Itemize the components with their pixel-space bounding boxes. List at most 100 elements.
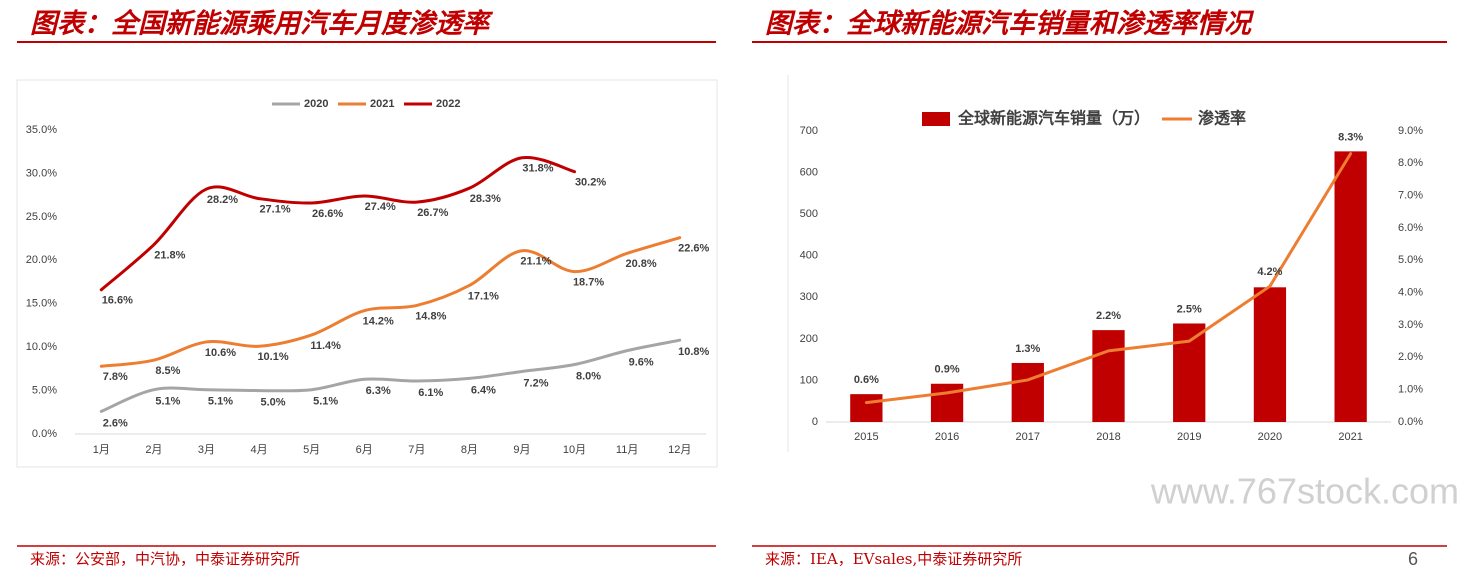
data-label: 8.5% bbox=[155, 365, 180, 377]
bar bbox=[1092, 330, 1125, 422]
x-tick-label: 2月 bbox=[145, 444, 162, 456]
series-line bbox=[99, 338, 682, 413]
data-label: 10.1% bbox=[257, 351, 288, 363]
chart-frame bbox=[16, 79, 718, 468]
x-tick-label: 10月 bbox=[563, 444, 586, 456]
legend-label: 渗透率 bbox=[1198, 109, 1246, 128]
x-tick-label: 5月 bbox=[303, 444, 320, 456]
x-tick-label: 3月 bbox=[198, 444, 215, 456]
chart-title: 图表：全球新能源汽车销量和渗透率情况 bbox=[765, 9, 1255, 40]
data-label: 14.2% bbox=[363, 316, 394, 328]
y2-tick-label: 9.0% bbox=[1398, 125, 1423, 137]
y2-tick-label: 4.0% bbox=[1398, 287, 1423, 299]
y-tick-label: 35.0% bbox=[26, 124, 57, 136]
source: 来源：IEA，EVsales,中泰证券研究所 bbox=[765, 550, 1022, 568]
data-label: 18.7% bbox=[573, 276, 604, 288]
data-label: 20.8% bbox=[626, 258, 657, 270]
legend-label: 2022 bbox=[436, 98, 460, 110]
data-label: 0.6% bbox=[854, 374, 879, 386]
y2-tick-label: 1.0% bbox=[1398, 384, 1423, 396]
data-label: 30.2% bbox=[575, 177, 606, 189]
bar bbox=[1011, 362, 1044, 422]
y2-tick-label: 6.0% bbox=[1398, 222, 1423, 234]
y-tick-label: 20.0% bbox=[26, 254, 57, 266]
data-label: 14.8% bbox=[415, 310, 446, 322]
x-tick-label: 9月 bbox=[513, 444, 530, 456]
data-label: 2.6% bbox=[103, 417, 128, 429]
bar bbox=[850, 394, 883, 422]
bar bbox=[1173, 323, 1206, 422]
data-label: 16.6% bbox=[102, 295, 133, 307]
watermark: www.767stock.com bbox=[1150, 471, 1459, 512]
y-tick-label: 700 bbox=[800, 125, 818, 137]
data-label: 21.1% bbox=[520, 256, 551, 268]
data-label: 6.4% bbox=[471, 384, 496, 396]
data-label: 31.8% bbox=[522, 163, 553, 175]
data-label: 28.2% bbox=[207, 194, 238, 206]
data-label: 2.2% bbox=[1096, 310, 1121, 322]
legend-label: 2020 bbox=[304, 98, 328, 110]
x-tick-label: 2016 bbox=[935, 431, 959, 443]
data-label: 7.8% bbox=[103, 371, 128, 383]
bar bbox=[1253, 287, 1287, 422]
data-label: 26.6% bbox=[312, 208, 343, 220]
x-tick-label: 4月 bbox=[250, 444, 267, 456]
y-tick-label: 0 bbox=[812, 416, 818, 428]
x-tick-label: 11月 bbox=[616, 444, 638, 456]
data-label: 21.8% bbox=[154, 250, 185, 262]
data-label: 11.4% bbox=[310, 340, 341, 352]
x-tick-label: 6月 bbox=[356, 444, 373, 456]
y-tick-label: 30.0% bbox=[26, 167, 57, 179]
data-label: 22.6% bbox=[678, 243, 709, 255]
y-tick-label: 600 bbox=[800, 166, 818, 178]
data-label: 8.3% bbox=[1338, 131, 1363, 143]
legend-swatch bbox=[922, 112, 950, 126]
bar bbox=[930, 383, 964, 422]
y-tick-label: 15.0% bbox=[26, 298, 57, 310]
y-tick-label: 5.0% bbox=[32, 384, 57, 396]
y2-tick-label: 8.0% bbox=[1398, 157, 1423, 169]
data-label: 6.1% bbox=[418, 387, 443, 399]
legend-label: 2021 bbox=[370, 98, 394, 110]
y-tick-label: 100 bbox=[800, 374, 818, 386]
x-tick-label: 2021 bbox=[1338, 431, 1362, 443]
x-tick-label: 1月 bbox=[93, 444, 110, 456]
y2-tick-label: 0.0% bbox=[1398, 416, 1423, 428]
y-tick-label: 25.0% bbox=[26, 211, 57, 223]
data-label: 2.5% bbox=[1177, 303, 1202, 315]
series-line bbox=[864, 152, 1353, 405]
y2-tick-label: 7.0% bbox=[1398, 190, 1423, 202]
page-number: 6 bbox=[1408, 549, 1418, 569]
data-label: 5.1% bbox=[155, 396, 180, 408]
y2-tick-label: 2.0% bbox=[1398, 351, 1423, 363]
data-label: 1.3% bbox=[1015, 343, 1040, 355]
data-label: 5.0% bbox=[261, 396, 286, 408]
data-label: 26.7% bbox=[417, 207, 448, 219]
y-tick-label: 10.0% bbox=[26, 341, 57, 353]
data-label: 0.9% bbox=[935, 364, 960, 376]
y-tick-label: 400 bbox=[800, 250, 818, 262]
x-tick-label: 2020 bbox=[1258, 431, 1282, 443]
bar bbox=[1334, 151, 1367, 422]
data-label: 5.1% bbox=[313, 396, 338, 408]
x-tick-label: 8月 bbox=[461, 444, 478, 456]
data-label: 28.3% bbox=[470, 193, 501, 205]
y2-tick-label: 5.0% bbox=[1398, 254, 1423, 266]
x-tick-label: 7月 bbox=[408, 444, 425, 456]
chart-title: 图表：全国新能源乘用汽车月度渗透率 bbox=[30, 9, 494, 40]
data-label: 17.1% bbox=[468, 290, 499, 302]
y-tick-label: 500 bbox=[800, 208, 818, 220]
data-label: 27.1% bbox=[259, 204, 290, 216]
data-label: 8.0% bbox=[576, 370, 601, 382]
series-line bbox=[99, 236, 682, 368]
series-line bbox=[99, 156, 577, 292]
legend-label: 全球新能源汽车销量（万） bbox=[957, 109, 1150, 128]
source: 来源：公安部，中汽协，中泰证券研究所 bbox=[30, 550, 300, 568]
y2-tick-label: 3.0% bbox=[1398, 319, 1423, 331]
data-label: 10.8% bbox=[678, 346, 709, 358]
x-tick-label: 2017 bbox=[1016, 431, 1040, 443]
y-tick-label: 300 bbox=[800, 291, 818, 303]
y-tick-label: 200 bbox=[800, 333, 818, 345]
x-tick-label: 12月 bbox=[668, 444, 691, 456]
